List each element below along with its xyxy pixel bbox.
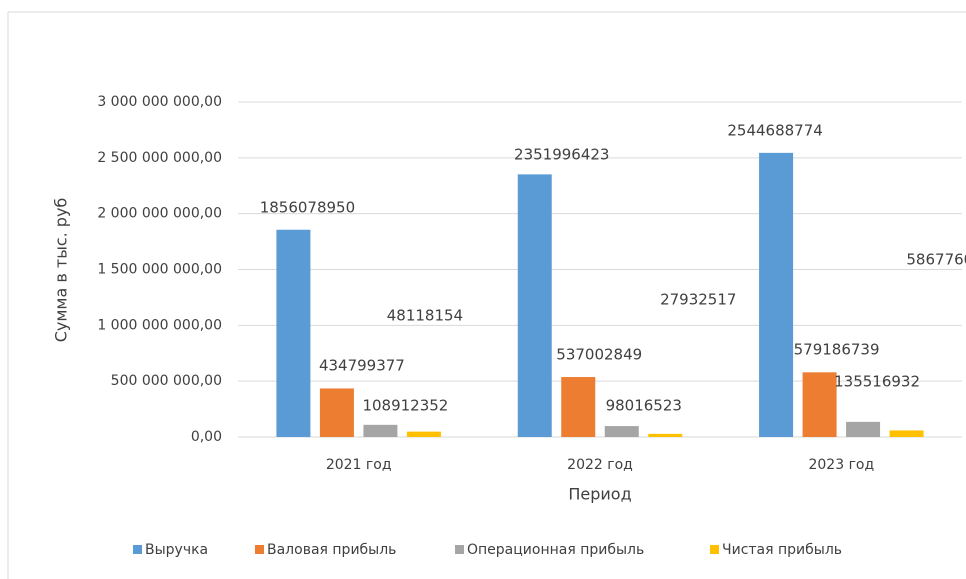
legend-label: Валовая прибыль: [267, 542, 396, 558]
data-label: 579186739: [794, 341, 880, 359]
legend-swatch: [455, 545, 464, 554]
legend-swatch: [255, 545, 264, 554]
bar: [319, 388, 354, 437]
y-tick-label: 2 500 000 000,00: [97, 150, 222, 166]
y-tick-label: 2 000 000 000,00: [97, 206, 222, 222]
y-axis-title: Сумма в тыс. руб: [52, 198, 71, 343]
legend-label: Чистая прибыль: [722, 542, 842, 558]
y-tick-label: 3 000 000 000,00: [97, 94, 222, 110]
data-label: 2351996423: [514, 146, 609, 164]
data-label: 135516932: [834, 373, 920, 391]
y-tick-label: 1 000 000 000,00: [97, 317, 222, 333]
y-tick-label: 0,00: [191, 429, 222, 445]
data-label: 2544688774: [727, 122, 822, 140]
bar: [759, 152, 794, 438]
bar: [802, 372, 837, 437]
y-tick-label: 1 500 000 000,00: [97, 262, 222, 278]
data-label: 48118154: [387, 307, 463, 325]
legend-swatch: [133, 545, 142, 554]
x-axis-title: Период: [568, 485, 631, 504]
bar: [648, 433, 683, 437]
x-tick-label: 2021 год: [326, 457, 392, 473]
x-tick-label: 2022 год: [567, 457, 633, 473]
data-label: 58677601: [906, 251, 966, 269]
legend-label: Операционная прибыль: [467, 542, 644, 558]
bar: [517, 174, 552, 437]
bar: [406, 431, 441, 437]
legend-label: Выручка: [145, 542, 208, 558]
bar: [363, 424, 398, 437]
y-tick-label: 500 000 000,00: [111, 373, 222, 389]
data-label: 1856078950: [260, 199, 355, 217]
x-tick-label: 2023 год: [808, 457, 874, 473]
bar: [276, 229, 311, 437]
bar: [846, 421, 881, 437]
bar: [889, 430, 924, 437]
legend-swatch: [710, 545, 719, 554]
bar: [604, 426, 639, 437]
data-label: 98016523: [606, 397, 682, 415]
data-label: 108912352: [362, 397, 448, 415]
data-label: 434799377: [319, 357, 405, 375]
data-label: 537002849: [556, 346, 642, 364]
bar: [561, 377, 596, 437]
data-label: 27932517: [660, 291, 736, 309]
